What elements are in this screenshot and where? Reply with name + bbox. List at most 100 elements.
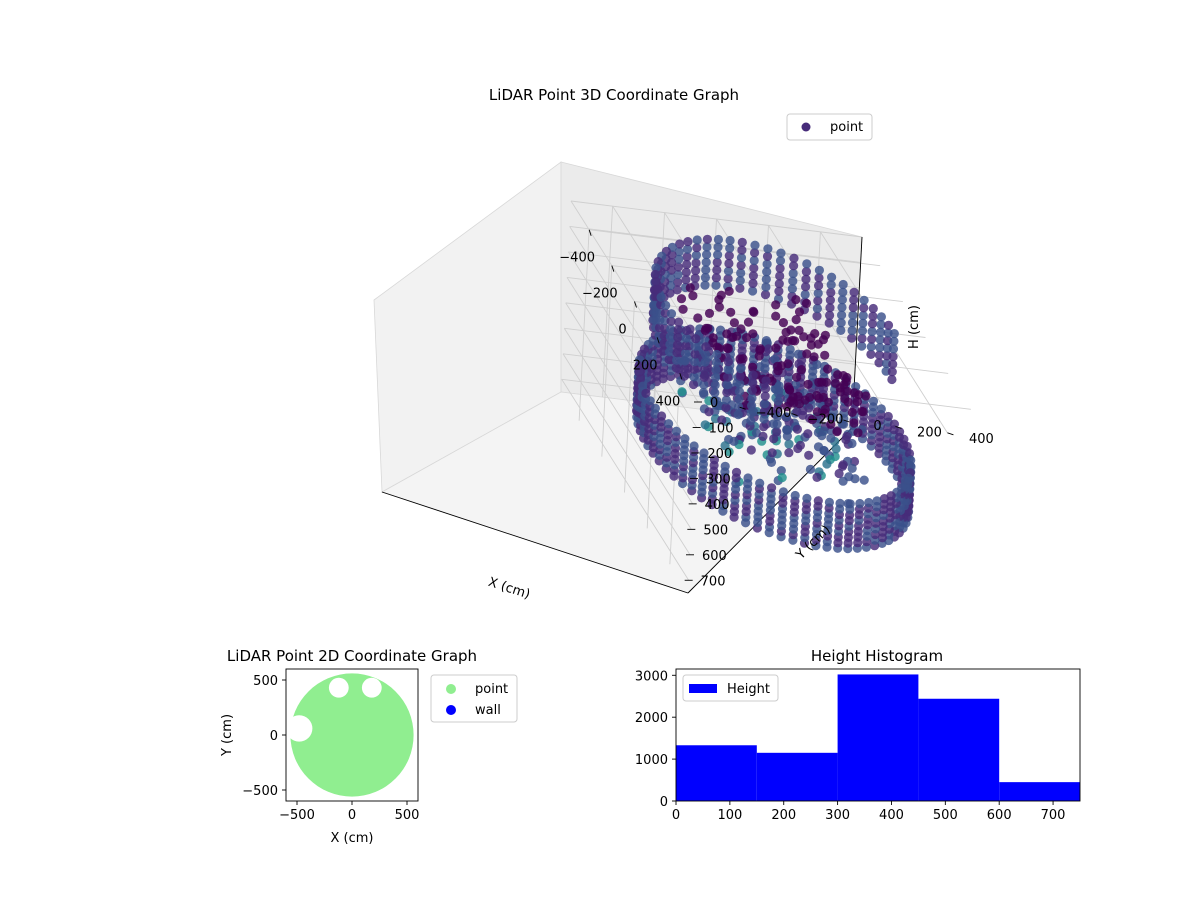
scatter-point-3d	[792, 424, 803, 434]
legend-marker-point-2d	[446, 684, 456, 694]
scatter-point-3d	[664, 354, 674, 365]
scatter-point-3d	[729, 318, 740, 328]
scatter-point-3d	[773, 366, 783, 376]
scatter-point-3d	[902, 441, 912, 451]
scatter-point-3d	[724, 258, 734, 269]
scatter-point-3d	[858, 311, 868, 321]
scatter-point-3d	[673, 325, 683, 335]
scatter-point-3d	[876, 320, 886, 330]
scatter-point-3d	[812, 303, 823, 314]
scatter-point-3d	[801, 267, 812, 277]
scatter-point-3d	[736, 324, 746, 334]
scatter-point-3d	[868, 303, 878, 314]
scatter-point-3d	[682, 259, 692, 270]
scatter-point-3d	[826, 287, 836, 298]
scatter-point-3d	[711, 273, 722, 283]
x-tick-3d	[611, 265, 615, 272]
scatter-point-3d	[735, 371, 745, 381]
scatter-point-3d	[826, 280, 836, 290]
scatter-point-3d	[895, 427, 905, 437]
scatter-point-3d	[800, 289, 810, 300]
scatter-point-3d	[778, 487, 789, 497]
scatter-point-3d	[759, 414, 769, 424]
scatter-point-3d	[849, 388, 859, 398]
scatter-point-3d	[785, 344, 795, 354]
scatter-point-3d	[804, 450, 814, 460]
scatter-point-3d	[783, 359, 793, 369]
scatter-point-3d	[713, 242, 723, 252]
scatter-point-3d	[800, 395, 810, 405]
y-tick-3d	[843, 419, 850, 423]
scatter-point-3d	[783, 425, 793, 435]
scatter-point-3d	[758, 431, 768, 441]
scatter-point-3d	[714, 295, 724, 305]
scatter-point-3d	[651, 277, 661, 287]
scatter-point-3d	[875, 335, 885, 345]
scatter-point-3d	[645, 396, 655, 406]
scatter-point-3d	[724, 286, 734, 296]
scatter-point-3d	[792, 372, 802, 382]
scatter-point-3d	[771, 300, 781, 310]
scatter-point-3d	[803, 379, 813, 389]
scatter-point-3d	[760, 290, 771, 300]
scatter-point-3d	[650, 269, 660, 280]
scatter-point-3d	[762, 259, 772, 269]
scatter-point-3d	[889, 329, 899, 339]
scatter-point-3d	[723, 266, 734, 276]
y-tick-label-3d: 0	[873, 419, 881, 434]
scatter-point-3d	[801, 282, 811, 292]
y-tick-label-histogram: 2000	[635, 711, 668, 726]
y-tick-label-3d: −200	[808, 413, 844, 428]
scatter-point-3d	[766, 457, 777, 467]
scatter-point-3d	[653, 284, 663, 294]
scatter-point-3d	[725, 243, 735, 253]
scatter-point-3d	[737, 245, 747, 255]
scatter-point-3d	[782, 402, 792, 412]
scatter-point-3d	[784, 439, 794, 449]
scatter-point-3d	[735, 276, 745, 286]
z-tick-label-3d: 600	[702, 549, 727, 564]
scatter-point-3d	[802, 349, 812, 359]
scatter-point-3d	[691, 258, 701, 268]
scatter-point-3d	[837, 419, 847, 429]
scatter-point-3d	[673, 262, 684, 272]
scatter-point-3d	[812, 472, 822, 482]
scatter-point-3d	[887, 367, 897, 377]
scatter-point-3d	[845, 499, 855, 509]
plot-frame-histogram	[675, 668, 1081, 802]
scatter-point-3d	[789, 253, 799, 263]
scatter-point-3d	[714, 302, 725, 312]
z-tick-label-3d: 300	[706, 472, 731, 487]
legend-marker-wall-2d	[446, 705, 456, 715]
y-tick-label-3d: 200	[917, 425, 942, 440]
scatter-point-3d	[809, 352, 819, 362]
scatter-point-3d	[677, 387, 687, 397]
scatter-point-3d	[734, 387, 745, 397]
scatter-point-3d	[720, 441, 730, 451]
scatter-point-3d	[723, 274, 733, 284]
scatter-point-3d	[852, 397, 863, 407]
histogram-bar	[756, 752, 838, 801]
grid-left-z	[563, 328, 692, 530]
scatter-point-3d	[748, 362, 758, 372]
scatter-point-3d	[717, 415, 727, 425]
scatter-point-3d	[692, 235, 702, 245]
scatter-point-3d	[690, 341, 701, 351]
scatter-point-3d	[814, 377, 824, 387]
scatter-point-3d	[721, 395, 732, 405]
scatter-point-3d	[755, 362, 765, 372]
legend-label-point-2d: point	[475, 682, 508, 697]
scatter-point-3d	[746, 416, 756, 426]
title-histogram: Height Histogram	[811, 647, 943, 665]
scatter-point-3d	[812, 390, 822, 401]
scatter-point-3d	[857, 341, 867, 351]
scatter-point-3d	[761, 282, 771, 292]
scatter-point-3d	[688, 291, 698, 301]
point-cloud-gap-2d	[361, 677, 382, 698]
scatter-point-3d	[849, 456, 860, 467]
scatter-point-3d	[638, 381, 648, 391]
scatter-point-3d	[710, 388, 720, 398]
scatter-point-3d	[822, 459, 832, 469]
scatter-point-3d	[711, 357, 722, 367]
scatter-point-3d	[868, 311, 878, 321]
